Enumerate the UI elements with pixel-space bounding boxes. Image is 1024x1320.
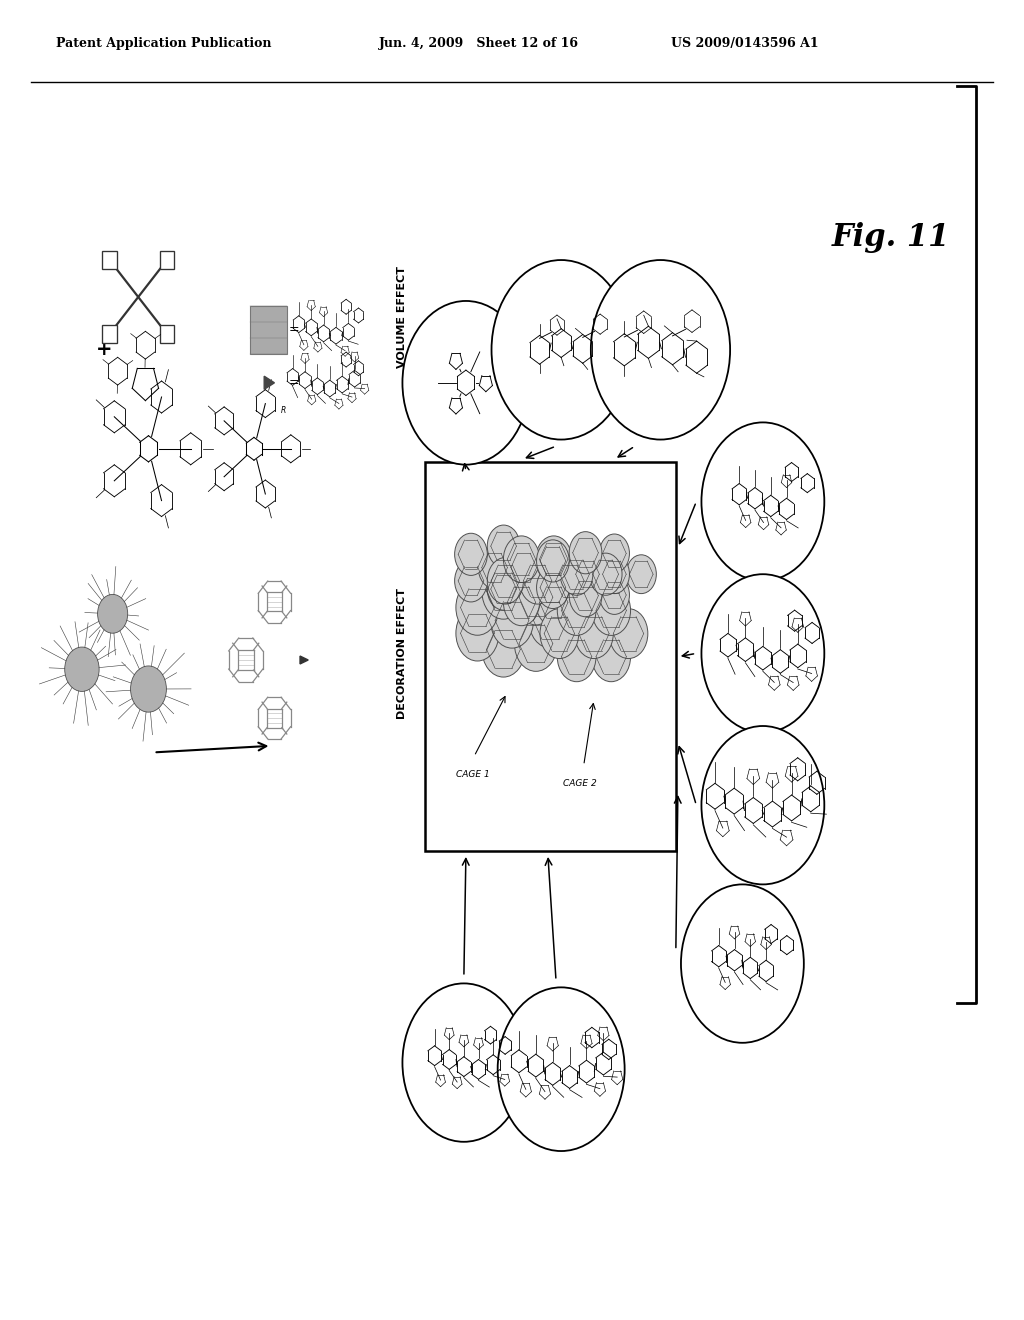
Circle shape — [455, 533, 487, 576]
Circle shape — [536, 536, 571, 582]
Circle shape — [490, 593, 534, 648]
Circle shape — [487, 525, 520, 568]
Circle shape — [536, 579, 571, 626]
Circle shape — [591, 260, 730, 440]
Circle shape — [402, 301, 529, 465]
Polygon shape — [264, 376, 274, 389]
Circle shape — [681, 884, 804, 1043]
Circle shape — [455, 560, 487, 602]
Text: =: = — [289, 323, 299, 337]
Bar — [102, 325, 117, 343]
Circle shape — [504, 579, 540, 626]
Circle shape — [627, 554, 656, 594]
Circle shape — [65, 647, 99, 692]
Circle shape — [592, 632, 631, 681]
Circle shape — [482, 564, 525, 619]
Bar — [102, 251, 117, 269]
Circle shape — [504, 536, 540, 582]
Circle shape — [456, 606, 499, 661]
Text: +: + — [96, 341, 113, 359]
Circle shape — [701, 422, 824, 581]
Circle shape — [701, 574, 824, 733]
Circle shape — [599, 535, 630, 573]
Text: VOLUME EFFECT: VOLUME EFFECT — [397, 265, 408, 368]
Circle shape — [482, 622, 525, 677]
Circle shape — [540, 609, 579, 659]
Circle shape — [599, 554, 630, 594]
Circle shape — [599, 576, 630, 614]
Bar — [160, 325, 174, 343]
Text: Jun. 4, 2009   Sheet 12 of 16: Jun. 4, 2009 Sheet 12 of 16 — [379, 37, 579, 50]
Circle shape — [514, 616, 557, 672]
Circle shape — [498, 987, 625, 1151]
Circle shape — [487, 557, 523, 605]
Circle shape — [478, 546, 511, 589]
Circle shape — [609, 609, 648, 659]
Circle shape — [552, 557, 588, 605]
Bar — [160, 251, 174, 269]
Circle shape — [569, 574, 602, 616]
Circle shape — [557, 632, 596, 681]
Circle shape — [456, 579, 499, 635]
Circle shape — [537, 566, 569, 609]
Polygon shape — [300, 656, 308, 664]
Circle shape — [572, 554, 602, 594]
Text: CAGE 1: CAGE 1 — [456, 770, 489, 779]
Circle shape — [514, 569, 557, 624]
Circle shape — [508, 546, 540, 589]
Circle shape — [487, 568, 520, 610]
Bar — [425, 462, 676, 851]
Text: Patent Application Publication: Patent Application Publication — [56, 37, 271, 50]
Circle shape — [592, 586, 631, 635]
Text: CAGE 2: CAGE 2 — [563, 779, 597, 788]
Circle shape — [537, 540, 569, 582]
Text: US 2009/0143596 A1: US 2009/0143596 A1 — [671, 37, 818, 50]
Circle shape — [569, 532, 602, 574]
Bar — [250, 306, 287, 354]
Text: R: R — [281, 407, 286, 416]
Text: =: = — [289, 376, 299, 389]
Text: Fig. 11: Fig. 11 — [831, 222, 950, 253]
Circle shape — [492, 260, 631, 440]
Circle shape — [519, 557, 556, 605]
Circle shape — [560, 553, 593, 595]
Text: DECORATION EFFECT: DECORATION EFFECT — [397, 587, 408, 719]
Circle shape — [557, 586, 596, 635]
Circle shape — [528, 593, 571, 648]
Circle shape — [131, 667, 166, 713]
Circle shape — [590, 553, 622, 595]
Circle shape — [574, 609, 613, 659]
Circle shape — [701, 726, 824, 884]
Circle shape — [97, 594, 128, 634]
Circle shape — [402, 983, 525, 1142]
